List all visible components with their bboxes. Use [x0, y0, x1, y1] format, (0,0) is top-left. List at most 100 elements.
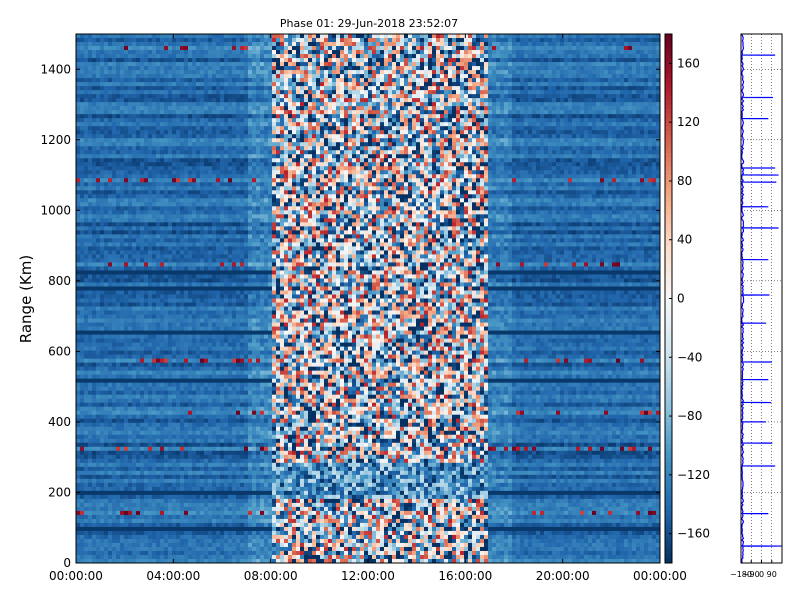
heatmap-cell	[176, 290, 181, 295]
heatmap-cell	[132, 294, 137, 299]
heatmap-cell	[120, 394, 125, 400]
heatmap-cell	[208, 546, 213, 552]
heatmap-cell	[132, 298, 137, 303]
heatmap-cell	[136, 234, 141, 239]
heatmap-cell	[76, 418, 81, 424]
heatmap-cell	[152, 110, 157, 115]
heatmap-cell	[140, 498, 145, 504]
heatmap-cell	[76, 82, 81, 87]
heatmap-cell	[80, 266, 85, 271]
heatmap-cell	[188, 246, 193, 251]
heatmap-cell	[196, 38, 201, 43]
heatmap-cell	[192, 502, 197, 508]
heatmap-cell	[200, 386, 205, 392]
heatmap-cell	[104, 194, 109, 199]
heatmap-cell	[124, 290, 129, 295]
heatmap-cell	[100, 34, 105, 39]
heatmap-cell	[156, 534, 161, 540]
heatmap-cell	[92, 282, 97, 287]
heatmap-cell	[100, 274, 105, 279]
heatmap-cell	[176, 502, 181, 508]
heatmap-cell	[216, 306, 221, 311]
heatmap-cell	[176, 162, 181, 167]
heatmap-cell	[184, 546, 189, 552]
heatmap-cell	[172, 238, 177, 243]
heatmap-cell	[84, 290, 89, 295]
heatmap-cell	[88, 138, 93, 143]
heatmap-cell	[76, 246, 81, 251]
heatmap-cell	[188, 470, 193, 476]
heatmap-cell	[216, 194, 221, 199]
heatmap-cell	[156, 154, 161, 159]
heatmap-cell	[80, 214, 85, 219]
heatmap-cell	[152, 238, 157, 243]
heatmap-cell	[168, 126, 173, 131]
heatmap-cell	[180, 406, 185, 412]
heatmap-cell	[80, 106, 85, 111]
heatmap-cell	[148, 374, 153, 380]
heatmap-cell	[160, 246, 165, 251]
heatmap-cell	[148, 294, 153, 299]
heatmap-cell	[196, 362, 201, 368]
heatmap-cell	[196, 218, 201, 223]
heatmap-cell	[112, 214, 117, 219]
heatmap-cell	[216, 318, 221, 323]
heatmap-cell	[124, 526, 129, 532]
heatmap-cell	[212, 514, 217, 520]
heatmap-cell	[136, 182, 141, 187]
heatmap-cell	[196, 542, 201, 548]
heatmap-cell	[152, 210, 157, 215]
heatmap-cell	[208, 342, 213, 347]
heatmap-cell	[80, 222, 85, 227]
heatmap-cell	[144, 398, 149, 404]
heatmap-cell	[156, 174, 161, 179]
heatmap-cell	[116, 474, 121, 480]
heatmap-cell	[124, 434, 129, 440]
heatmap-cell	[156, 254, 161, 259]
heatmap-cell	[196, 462, 201, 468]
heatmap-cell	[116, 350, 121, 356]
heatmap-cell	[116, 394, 121, 400]
heatmap-cell	[108, 234, 113, 239]
heatmap-cell	[120, 150, 125, 155]
heatmap-cell	[84, 278, 89, 283]
heatmap-cell	[132, 454, 137, 460]
heatmap-cell	[144, 34, 149, 39]
heatmap-cell	[220, 374, 225, 380]
heatmap-cell	[188, 274, 193, 279]
heatmap-cell	[100, 102, 105, 107]
heatmap-cell	[96, 530, 101, 536]
heatmap-cell	[184, 154, 189, 159]
heatmap-cell	[208, 498, 213, 504]
heatmap-cell	[144, 194, 149, 199]
heatmap-cell	[184, 370, 189, 376]
heatmap-cell	[216, 522, 221, 528]
heatmap-cell	[208, 370, 213, 376]
heatmap-cell	[128, 298, 133, 303]
heatmap-cell	[76, 534, 81, 540]
heatmap-cell	[112, 486, 117, 492]
heatmap-cell	[84, 450, 89, 456]
heatmap-cell	[164, 294, 169, 299]
heatmap-cell	[136, 302, 141, 307]
heatmap-cell	[212, 86, 217, 91]
heatmap-cell	[140, 290, 145, 295]
heatmap-cell	[184, 554, 189, 560]
heatmap-cell	[156, 162, 161, 167]
heatmap-cell	[92, 502, 97, 508]
heatmap-cell	[116, 134, 121, 139]
heatmap-cell	[100, 370, 105, 376]
heatmap-cell	[196, 370, 201, 376]
heatmap-cell	[148, 366, 153, 372]
heatmap-cell	[96, 186, 101, 191]
heatmap-cell	[152, 266, 157, 271]
heatmap-cell	[224, 426, 229, 432]
heatmap-cell	[204, 298, 209, 303]
heatmap-cell	[168, 522, 173, 528]
heatmap-cell	[220, 258, 225, 263]
heatmap-cell	[100, 490, 105, 496]
heatmap-cell	[148, 230, 153, 235]
heatmap-cell	[136, 190, 141, 195]
heatmap-cell	[116, 498, 121, 504]
heatmap-cell	[80, 286, 85, 291]
